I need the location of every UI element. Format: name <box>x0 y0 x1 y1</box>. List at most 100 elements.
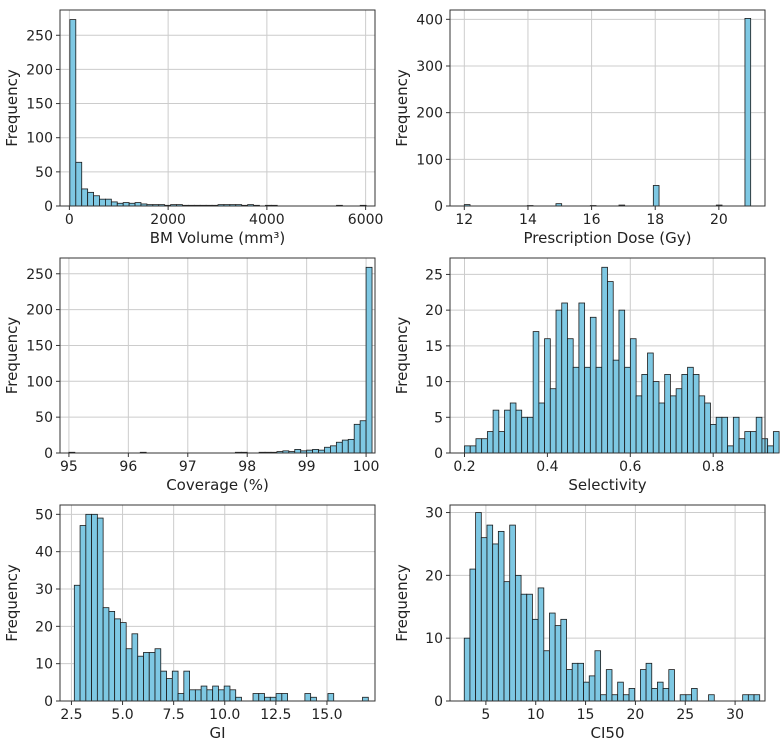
histogram-bar <box>772 431 780 454</box>
y-tick-label: 0 <box>44 199 53 215</box>
histogram-bar <box>275 693 283 702</box>
y-tick-label: 150 <box>26 338 53 354</box>
y-tick-label: 100 <box>26 131 53 147</box>
histogram-bar <box>223 685 231 702</box>
histogram-bar <box>567 338 574 454</box>
histogram-bar <box>252 693 260 702</box>
histogram-bar <box>114 618 121 702</box>
x-tick-label: 0.4 <box>536 459 558 475</box>
histogram-bar <box>612 359 620 454</box>
histogram-bar <box>687 366 694 454</box>
histogram-bar <box>75 161 83 207</box>
histogram-bar <box>732 416 740 454</box>
histogram-bar <box>120 622 127 702</box>
histogram-bar <box>492 543 499 702</box>
y-tick-label: 15 <box>425 339 443 355</box>
y-tick-label: 0 <box>434 199 443 215</box>
x-tick-label: 95 <box>60 459 78 475</box>
histogram-bar <box>365 266 373 454</box>
histogram-bar <box>710 424 717 454</box>
y-tick-label: 400 <box>416 12 443 28</box>
histogram-bar <box>645 662 653 702</box>
y-tick-label: 250 <box>26 267 53 283</box>
histogram-bar <box>514 574 522 702</box>
histogram-bar <box>721 416 729 454</box>
histogram-bar <box>341 439 349 454</box>
x-tick-label: 100 <box>353 459 380 475</box>
axes-frame <box>449 504 766 702</box>
histogram-bar <box>79 525 87 702</box>
histogram-bar <box>480 537 488 702</box>
y-axis-label: Frequency <box>3 317 21 395</box>
histogram-bar <box>497 530 505 702</box>
histogram-bar <box>618 309 626 454</box>
x-tick-label: 2000 <box>150 212 186 228</box>
selectivity-histogram: 0.2 0.4 0.6 0.8 0 5 10 15 20 25 Selectivity Frequen… <box>393 257 780 494</box>
axes-frame <box>59 504 376 702</box>
histogram-bar <box>744 17 752 207</box>
y-tick-label: 50 <box>35 165 53 181</box>
histogram-bar <box>628 688 636 702</box>
y-axis-label: Frequency <box>393 69 411 147</box>
x-tick-label: 14 <box>519 212 537 228</box>
histogram-bar <box>469 568 477 702</box>
histogram-bar <box>526 593 533 702</box>
histogram-bar <box>212 685 219 702</box>
y-axis-label: Frequency <box>3 69 21 147</box>
histogram-bar <box>543 650 550 702</box>
histogram-bar <box>527 416 534 454</box>
histogram-bar <box>189 689 196 702</box>
histogram-bar <box>755 416 763 454</box>
histogram-bar <box>327 693 335 702</box>
y-axis-label: Frequency <box>393 564 411 642</box>
histogram-bar <box>520 593 528 702</box>
y-tick-label: 200 <box>26 303 53 319</box>
x-tick-label: 18 <box>646 212 664 228</box>
y-axis-label: Frequency <box>393 317 411 395</box>
x-axis-label: Coverage (%) <box>166 476 269 494</box>
histogram-bar <box>668 669 675 702</box>
histogram-bar <box>171 670 179 702</box>
y-tick-label: 10 <box>35 657 53 673</box>
histogram-bar <box>160 670 167 702</box>
histogram-bar <box>738 438 746 454</box>
histogram-bar <box>647 352 654 454</box>
histogram-bar <box>102 607 110 702</box>
histogram-bar <box>148 652 156 702</box>
histogram-bar <box>310 696 317 702</box>
x-tick-label: 15 <box>577 707 595 723</box>
axes-frame <box>449 257 766 454</box>
histogram-bar <box>353 423 361 454</box>
histogram-bar <box>747 694 755 702</box>
x-tick-label: 6000 <box>348 212 384 228</box>
x-tick-label: 0.6 <box>619 459 641 475</box>
axes-frame <box>59 9 376 207</box>
histogram-bar <box>583 681 590 702</box>
histogram-bar <box>96 517 104 702</box>
x-axis-label: GI <box>209 724 225 742</box>
x-tick-label: 0.8 <box>702 459 724 475</box>
histogram-bar <box>131 633 139 702</box>
histogram-bar <box>544 338 551 454</box>
x-tick-label: 10 <box>527 707 545 723</box>
histogram-bar <box>235 696 242 702</box>
histogram-bar <box>555 309 563 454</box>
y-tick-label: 30 <box>35 582 53 598</box>
histogram-bar <box>281 693 288 702</box>
histogram-bar <box>137 655 144 702</box>
gi-histogram: 2.5 5.0 7.5 10.0 12.5 15.0 0 10 20 30 40 50 GI Freque… <box>3 504 376 742</box>
histogram-bar <box>605 669 613 702</box>
histogram-bar <box>264 696 271 702</box>
histogram-bar <box>742 694 749 702</box>
histogram-bar <box>691 688 698 702</box>
y-tick-label: 20 <box>35 619 53 635</box>
x-tick-label: 7.5 <box>163 707 185 723</box>
histogram-bar <box>744 431 751 454</box>
histogram-bar <box>727 445 734 454</box>
x-tick-label: 96 <box>119 459 137 475</box>
x-axis-label: CI50 <box>591 724 625 742</box>
histogram-bar <box>125 648 133 702</box>
x-axis-label: BM Volume (mm³) <box>150 229 286 247</box>
histogram-bar <box>657 681 664 702</box>
